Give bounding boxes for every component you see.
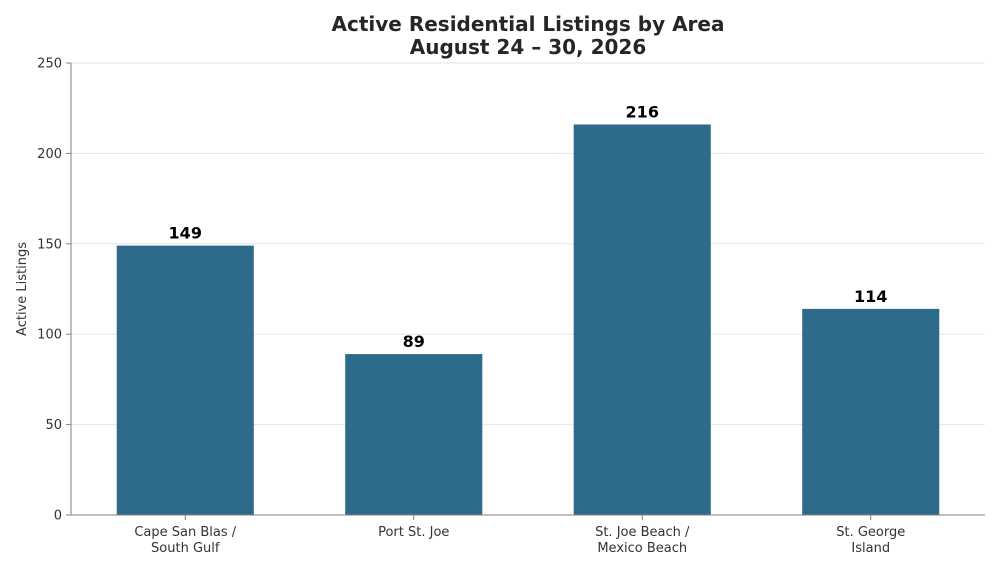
x-tick-label: Cape San Blas / South Gulf xyxy=(134,525,236,556)
bar xyxy=(345,354,483,515)
y-tick-label: 50 xyxy=(45,418,62,433)
y-axis-label: Active Listings xyxy=(15,242,30,336)
chart-subtitle: August 24 – 30, 2026 xyxy=(410,35,647,59)
bar-value-label: 89 xyxy=(403,332,425,351)
y-tick-label: 200 xyxy=(37,147,62,162)
x-tick-label: Port St. Joe xyxy=(378,525,449,540)
bars xyxy=(116,124,940,516)
y-tick-label: 100 xyxy=(37,328,62,343)
bar-value-label: 149 xyxy=(169,224,202,243)
labels: 0 50 100 150 200 250 149 Cape San Blas / South G… xyxy=(37,57,905,557)
chart-title: Active Residential Listings by Area xyxy=(332,12,725,36)
axes xyxy=(66,62,985,520)
x-tick-label: St. George Island xyxy=(836,525,905,556)
y-tick-label: 0 xyxy=(54,509,62,524)
bar xyxy=(573,124,711,516)
bar-value-label: 216 xyxy=(626,102,659,121)
bar xyxy=(802,308,940,515)
y-tick-label: 250 xyxy=(37,57,62,72)
bar-value-label: 114 xyxy=(854,287,887,306)
bar xyxy=(116,245,254,515)
y-tick-label: 150 xyxy=(37,237,62,252)
x-tick-label: St. Joe Beach / Mexico Beach xyxy=(595,525,690,556)
